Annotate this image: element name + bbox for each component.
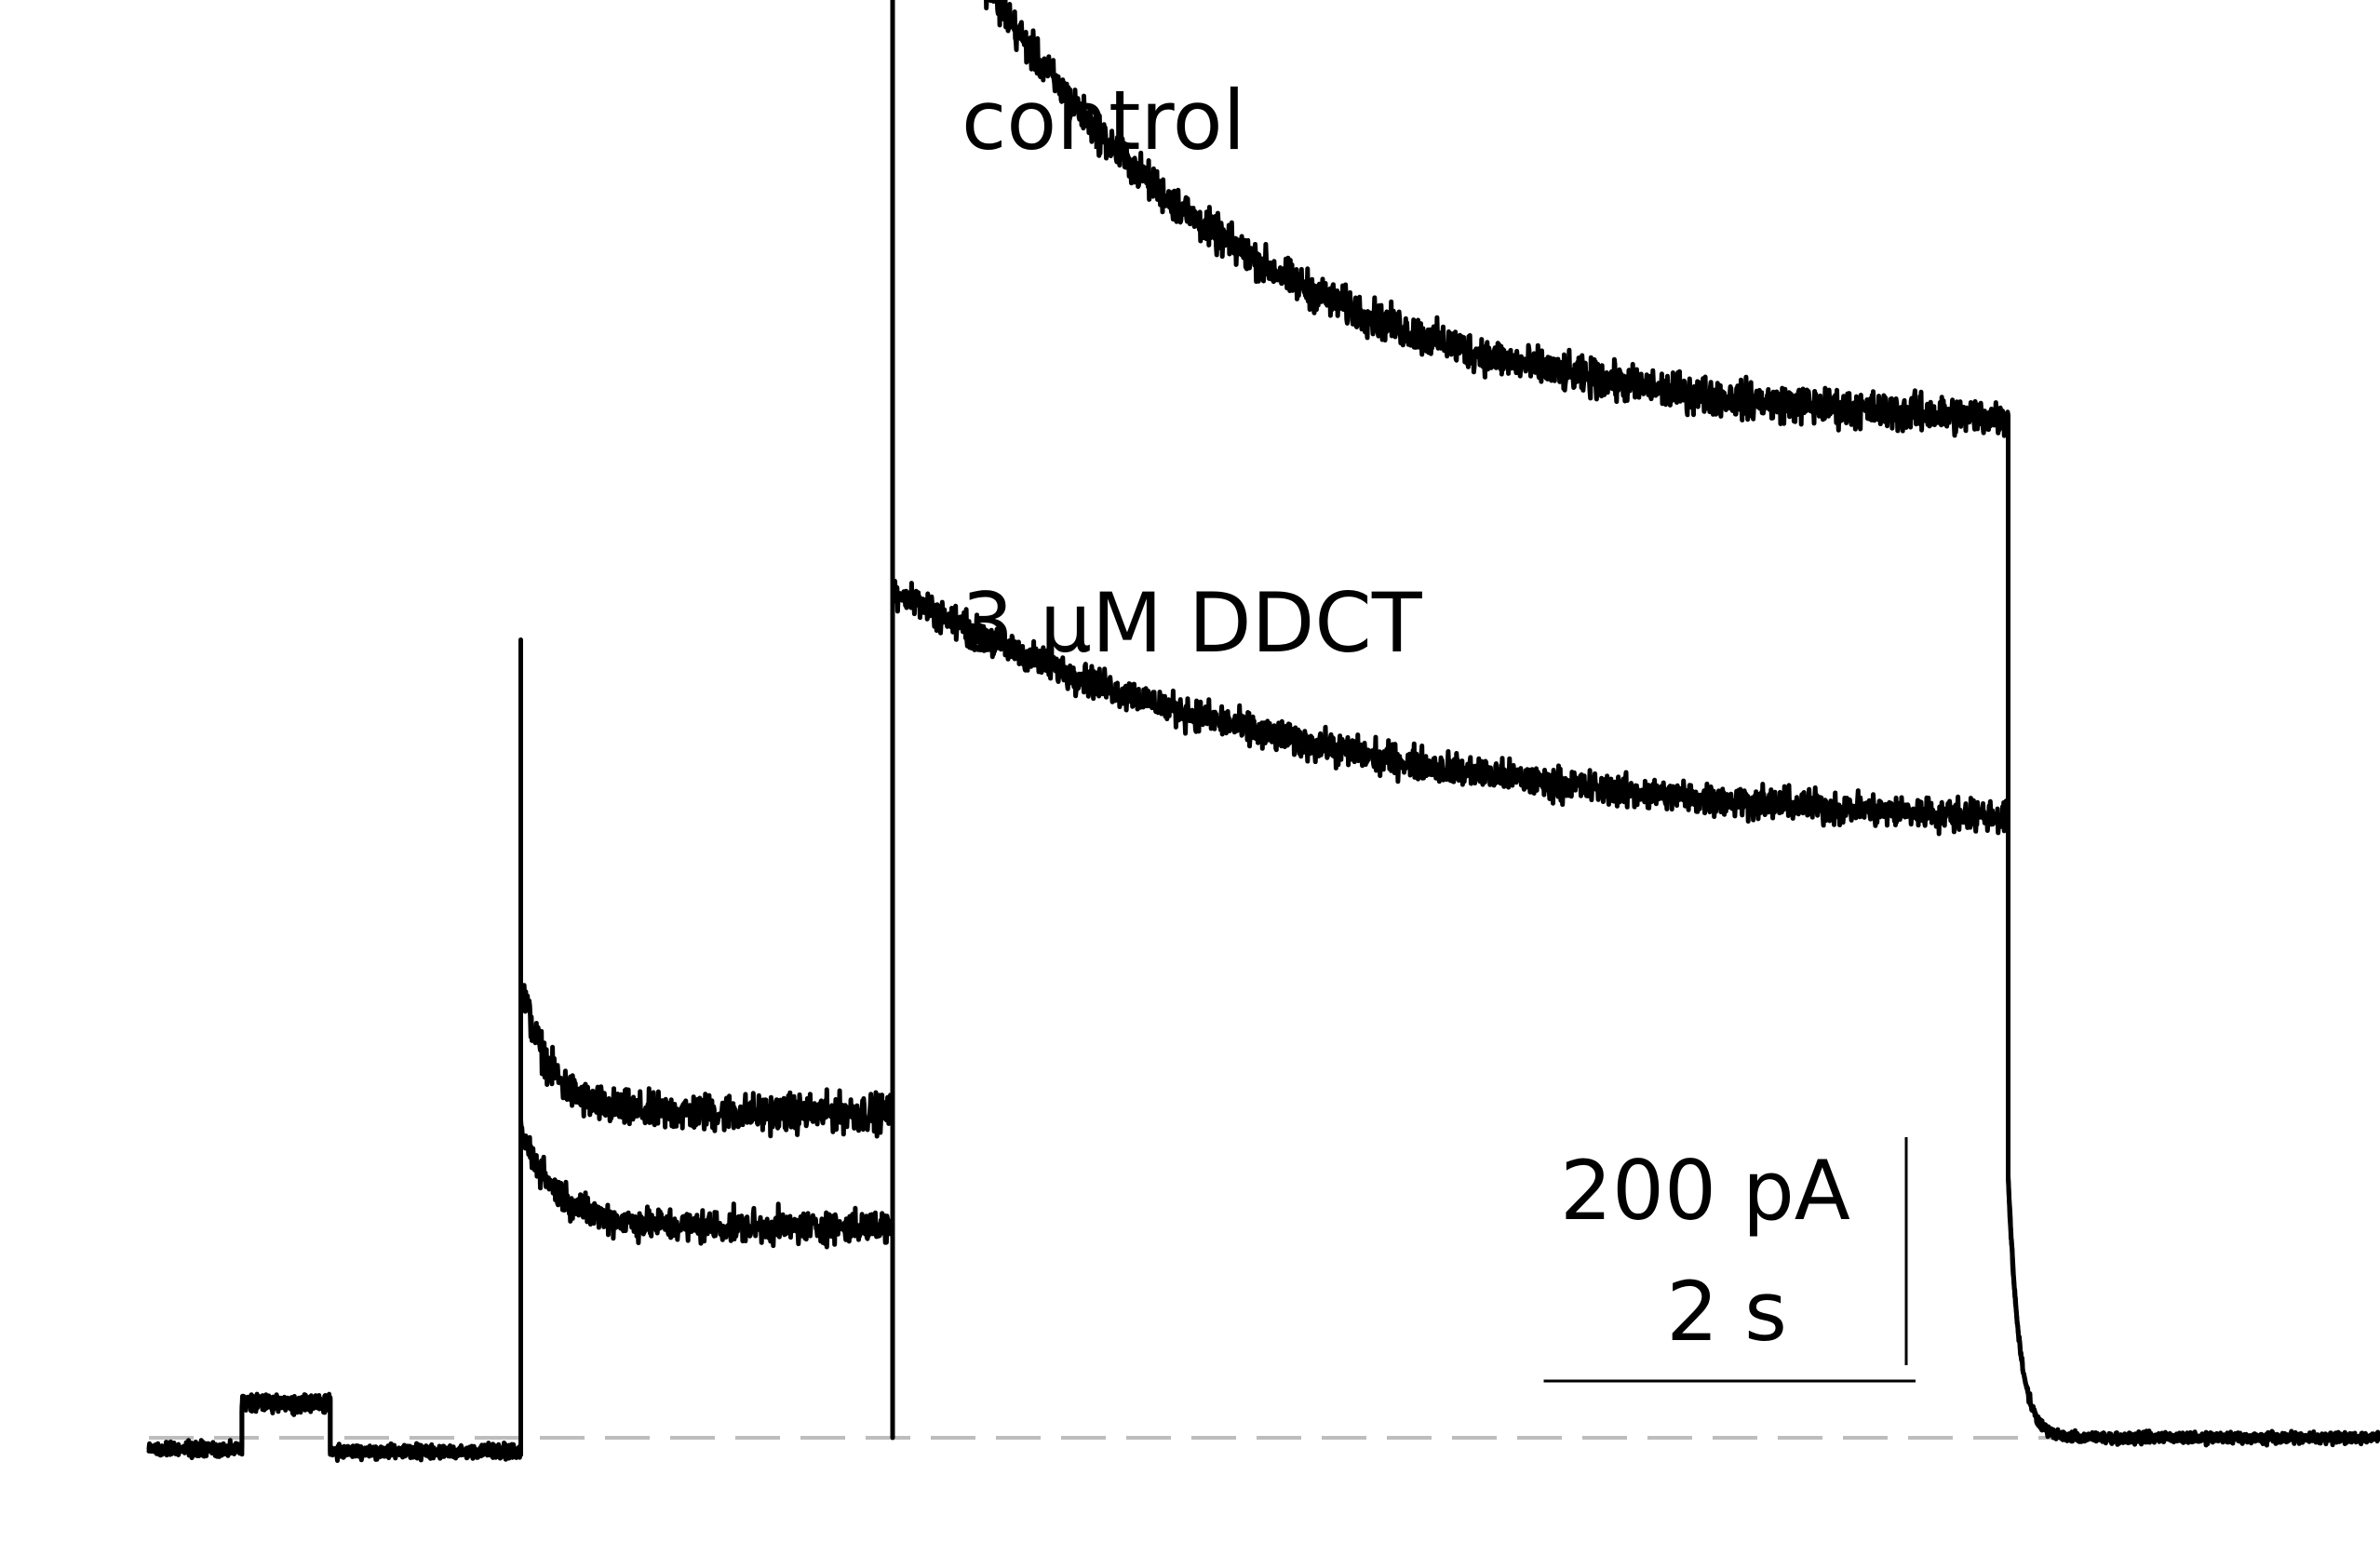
scale-bar-time-label: 2 s [1666, 1264, 1787, 1360]
scale-bar-current-label: 200 pA [1560, 1143, 1850, 1239]
current-traces [146, 0, 2380, 1463]
series-line-ddct [146, 578, 2380, 1463]
label-control: control [961, 73, 1245, 168]
label-ddct: 3 μM DDCT [961, 575, 1423, 671]
scale-bar: 200 pA 2 s [1543, 1137, 1916, 1383]
